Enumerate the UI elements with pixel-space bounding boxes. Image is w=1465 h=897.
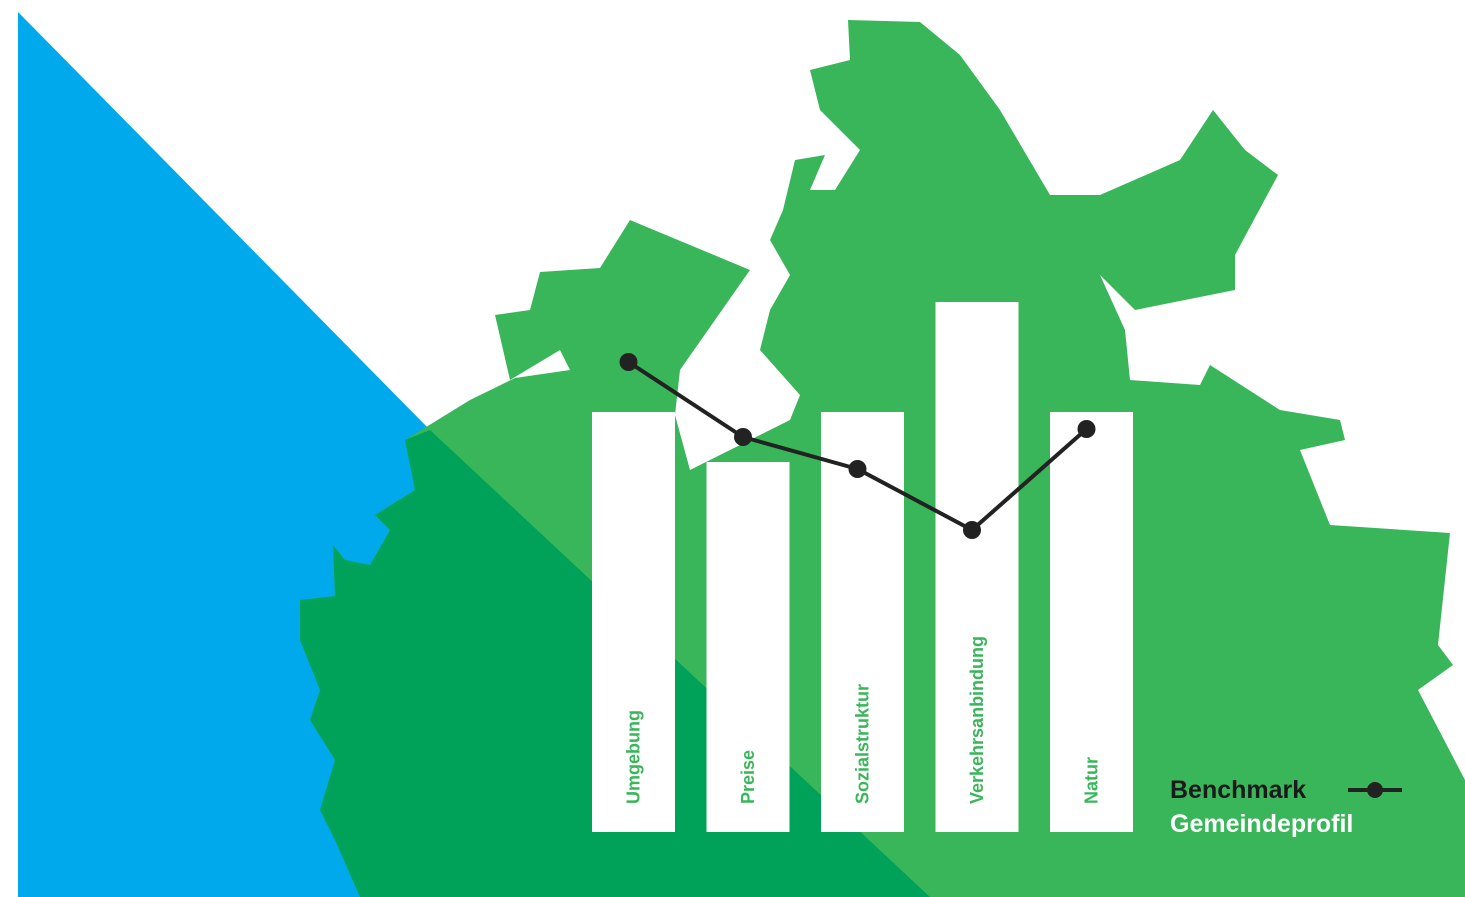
bar-label-natur: Natur (1082, 757, 1102, 804)
bar-natur (1050, 412, 1133, 832)
bar-labels-group: Umgebung Preise Sozialstruktur Verkehrsanbi… (624, 636, 1102, 804)
benchmark-point-umgebung (619, 353, 638, 371)
benchmark-point-sozialstruktur (848, 460, 867, 478)
bar-sozialstruktur (821, 412, 904, 832)
legend-benchmark-marker-icon (1367, 782, 1383, 798)
bar-label-verkehrsanbindung: Verkehrsanbindung (967, 636, 987, 804)
bars-group (592, 302, 1133, 832)
bar-umgebung (592, 412, 675, 832)
blue-diagonal-shape (18, 12, 930, 897)
benchmark-line-group (619, 353, 1096, 539)
bar-label-preise: Preise (738, 750, 758, 804)
bar-verkehrsanbindung (935, 302, 1019, 832)
benchmark-point-preise (734, 428, 752, 446)
bar-label-sozialstruktur: Sozialstruktur (853, 684, 873, 804)
legend: Benchmark Gemeindeprofil (1170, 776, 1402, 838)
legend-profile-label: Gemeindeprofil (1170, 810, 1353, 838)
bar-preise (706, 462, 790, 832)
benchmark-point-verkehrsanbindung (963, 521, 981, 539)
legend-benchmark-label: Benchmark (1170, 776, 1306, 804)
benchmark-point-natur (1077, 420, 1096, 438)
bar-label-umgebung: Umgebung (624, 710, 644, 804)
